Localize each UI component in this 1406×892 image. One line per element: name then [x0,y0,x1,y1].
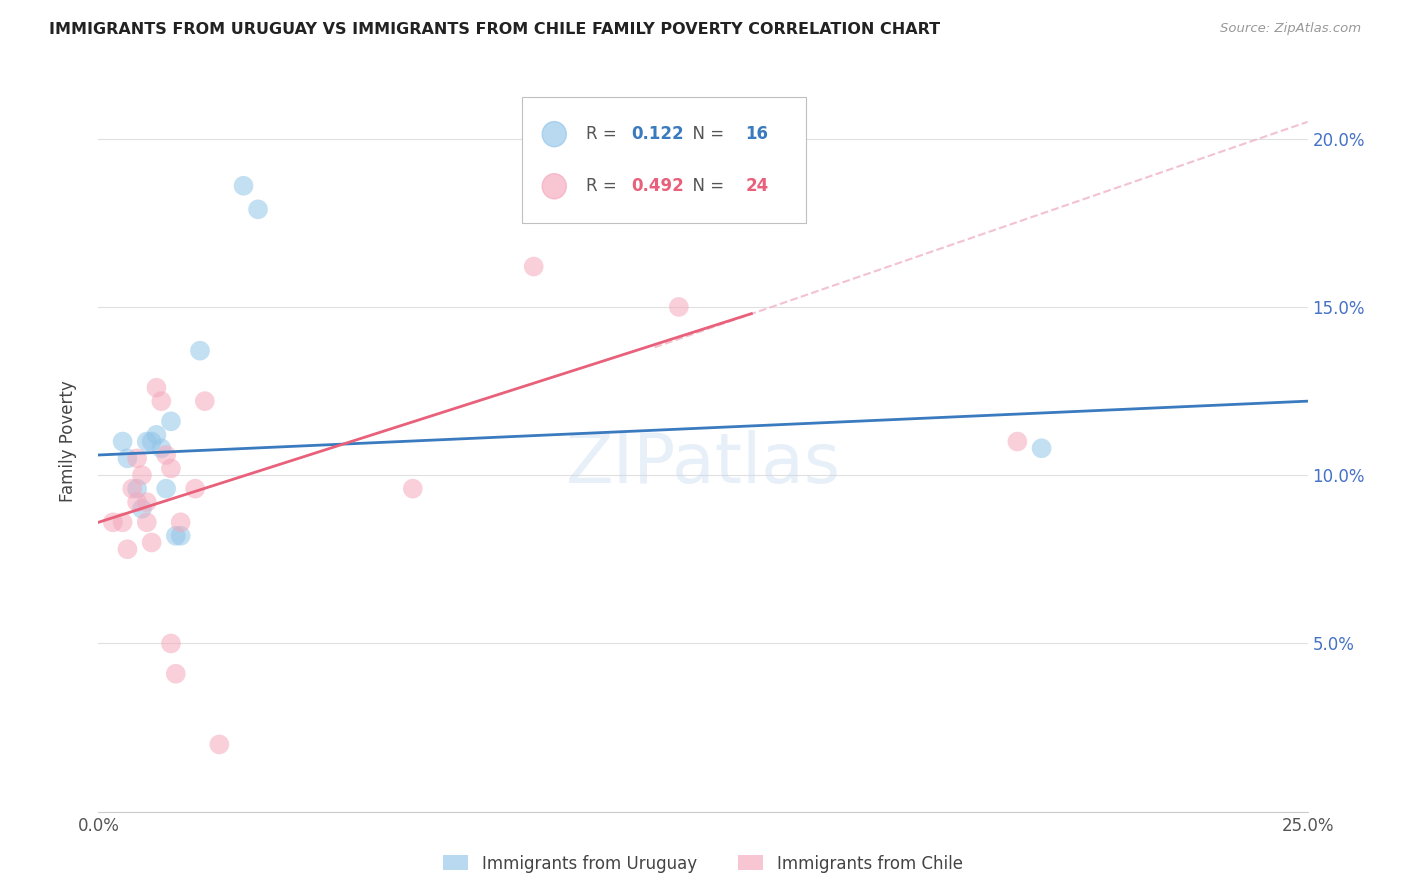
Point [232,178,254,193]
Point [135,495,157,509]
Point [208,738,231,752]
Point [141,535,163,549]
Point [121,482,143,496]
Point [247,202,270,217]
Point [135,434,157,449]
Text: ZIPatlas: ZIPatlas [565,430,841,497]
Point [145,381,167,395]
Point [111,434,134,449]
Point [141,434,163,449]
Text: R =: R = [586,178,621,195]
Text: 0.492: 0.492 [631,178,685,195]
Point [131,468,153,483]
FancyBboxPatch shape [522,97,806,223]
Point [523,260,546,274]
Text: N =: N = [682,125,730,143]
Point [169,516,191,530]
Point [165,666,187,681]
Point [194,394,217,409]
Text: R =: R = [586,125,621,143]
Point [160,461,183,475]
Point [402,482,425,496]
Point [188,343,211,358]
Point [184,482,207,496]
Point [111,516,134,530]
Text: Source: ZipAtlas.com: Source: ZipAtlas.com [1220,22,1361,36]
Point [1031,442,1053,456]
Point [668,300,690,314]
Point [127,482,149,496]
Point [101,516,124,530]
Point [169,529,191,543]
Point [135,516,157,530]
Point [117,451,139,466]
Point [155,482,177,496]
Point [1007,434,1029,449]
Ellipse shape [543,121,567,146]
Point [150,442,173,456]
Ellipse shape [543,174,567,199]
Text: 0.122: 0.122 [631,125,685,143]
Point [145,427,167,442]
Text: 24: 24 [745,178,769,195]
Text: IMMIGRANTS FROM URUGUAY VS IMMIGRANTS FROM CHILE FAMILY POVERTY CORRELATION CHAR: IMMIGRANTS FROM URUGUAY VS IMMIGRANTS FR… [49,22,941,37]
Point [131,501,153,516]
Text: 16: 16 [745,125,768,143]
Point [117,542,139,557]
Point [160,636,183,650]
Point [155,448,177,462]
Point [127,451,149,466]
Point [150,394,173,409]
Point [165,529,187,543]
Y-axis label: Family Poverty: Family Poverty [59,381,77,502]
Point [160,414,183,428]
Text: N =: N = [682,178,730,195]
Legend: Immigrants from Uruguay, Immigrants from Chile: Immigrants from Uruguay, Immigrants from… [437,848,969,880]
Point [127,495,149,509]
